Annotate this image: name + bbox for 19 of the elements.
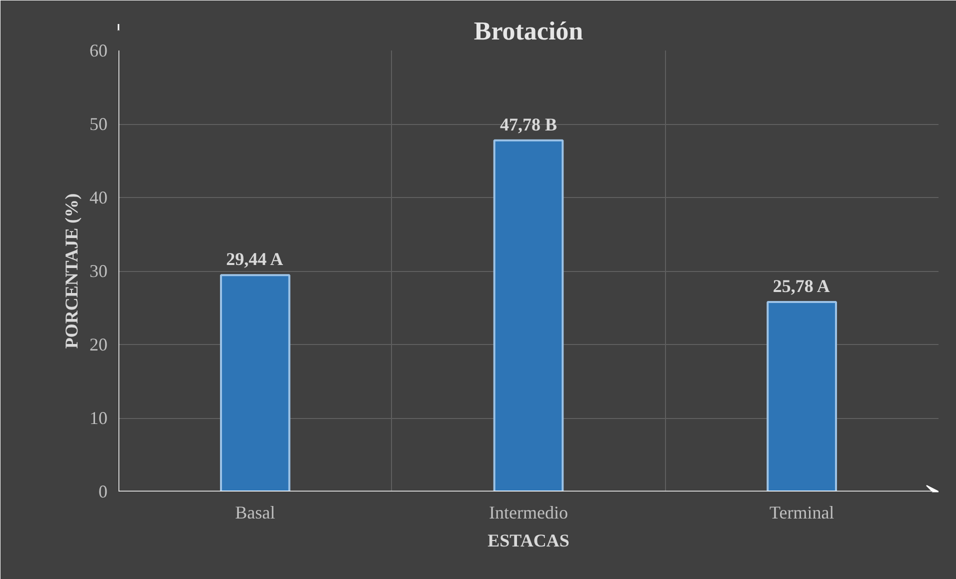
x-tick-label: Intermedio	[489, 502, 568, 522]
y-tick-label: 50	[90, 114, 108, 134]
y-tick-label: 60	[90, 40, 108, 60]
bar	[220, 274, 290, 492]
x-tick-label: Basal	[235, 502, 276, 522]
bar	[493, 139, 564, 492]
y-tick-label: 20	[90, 334, 108, 354]
x-axis-title: ESTACAS	[488, 530, 570, 550]
bar	[766, 301, 837, 492]
y-tick-label: 10	[90, 408, 108, 428]
y-axis-title: PORCENTAJE (%)	[62, 193, 82, 349]
data-label: 47,78 B	[500, 114, 558, 134]
chart-title: Brotación	[474, 16, 584, 46]
data-label: 29,44 A	[226, 249, 284, 270]
y-tick-label: 0	[98, 482, 108, 502]
y-tick-label: 30	[90, 261, 108, 281]
y-tick-label: 40	[90, 188, 108, 208]
data-label: 25,78 A	[772, 276, 830, 296]
x-tick-label: Terminal	[769, 502, 834, 522]
